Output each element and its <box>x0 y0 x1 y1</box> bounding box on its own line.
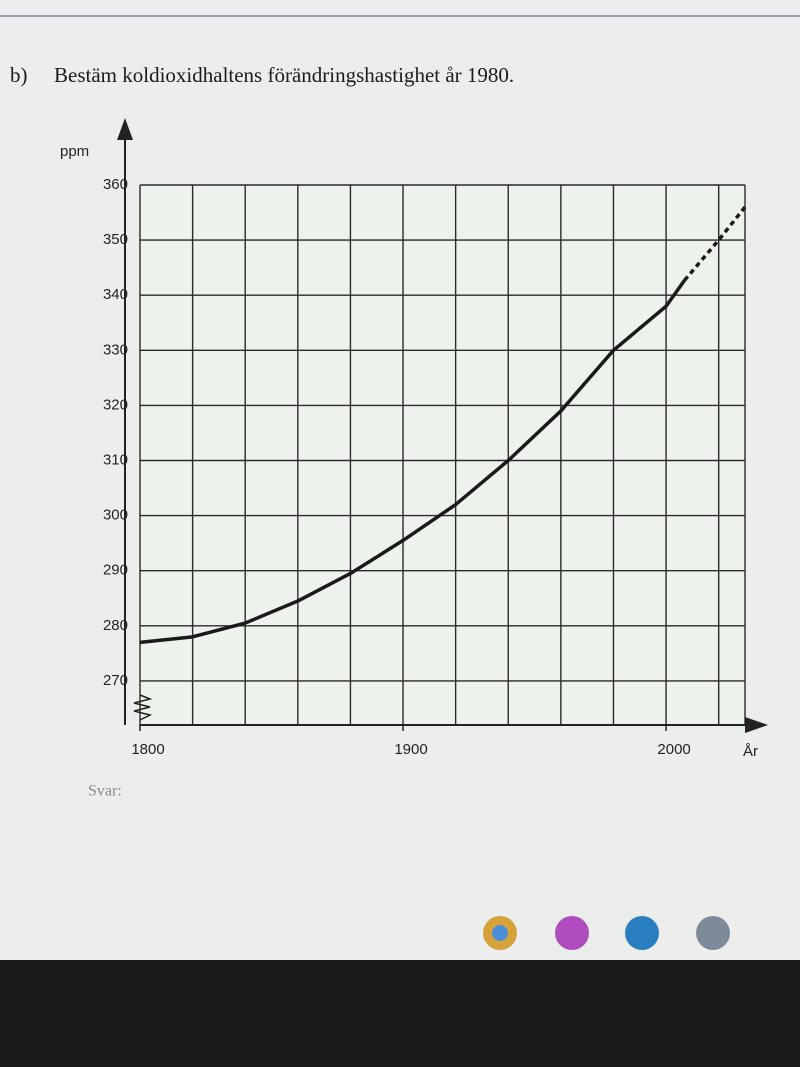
y-axis-arrow <box>117 118 133 140</box>
y-tick-label: 310 <box>103 451 128 468</box>
app-icon[interactable] <box>555 916 589 950</box>
y-tick-label: 350 <box>103 231 128 248</box>
data-line <box>139 279 686 645</box>
y-tick-label: 320 <box>103 396 128 413</box>
y-tick-label: 290 <box>103 562 128 579</box>
browser-icon-center <box>492 925 508 941</box>
x-tick-label: 1800 <box>131 741 164 758</box>
y-axis-label: ppm <box>60 143 89 160</box>
y-tick-label: 270 <box>103 672 128 689</box>
axis-break <box>133 694 153 721</box>
y-tick-label: 360 <box>103 176 128 193</box>
y-tick-label: 330 <box>103 341 128 358</box>
question-label: b) <box>10 63 28 87</box>
question-text: Bestäm koldioxidhaltens förändringshasti… <box>54 63 514 87</box>
y-tick-label: 300 <box>103 507 128 524</box>
x-tick-label: 2000 <box>657 741 690 758</box>
taskbar-icons <box>483 916 730 950</box>
y-tick-label: 340 <box>103 286 128 303</box>
x-axis-arrow <box>745 717 768 733</box>
answer-label: Svar: <box>88 783 122 800</box>
x-axis-label: År <box>743 743 758 760</box>
chart: 270 280 290 300 310 320 330 340 350 360 1800 1900 20… <box>60 118 768 760</box>
plot-area <box>140 185 745 725</box>
files-icon[interactable] <box>625 916 659 950</box>
x-tick-label: 1900 <box>394 741 427 758</box>
settings-icon[interactable] <box>696 916 730 950</box>
laptop-bezel <box>0 960 800 1067</box>
y-tick-label: 280 <box>103 617 128 634</box>
